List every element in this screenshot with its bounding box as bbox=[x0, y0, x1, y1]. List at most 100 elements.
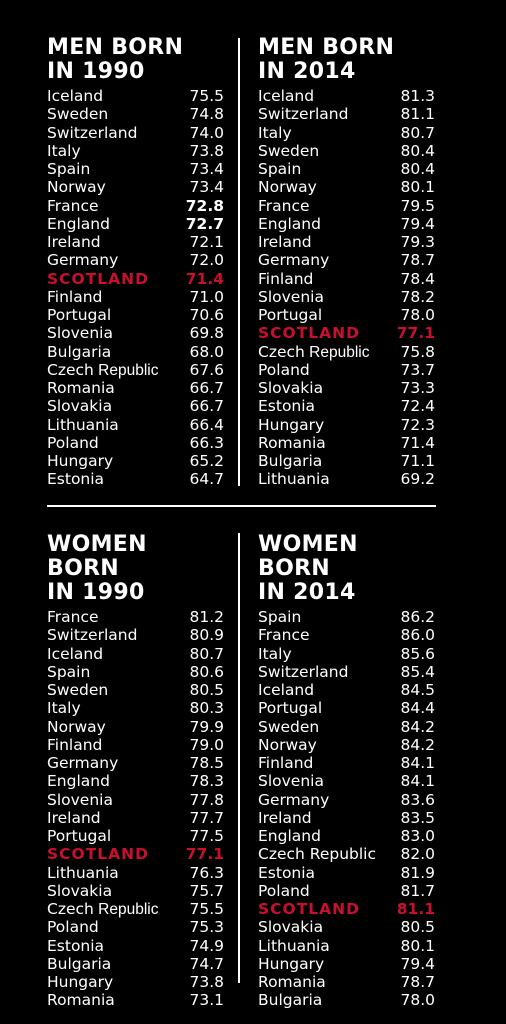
table-row: Spain 86.2 bbox=[258, 608, 435, 626]
country-label: Iceland bbox=[258, 681, 315, 699]
country-label: SCOTLAND bbox=[47, 269, 149, 288]
table-row: Italy 85.6 bbox=[258, 645, 435, 663]
country-label: Poland bbox=[47, 918, 99, 937]
table-row: England 83.0 bbox=[258, 827, 435, 845]
country-name: Slovakia bbox=[258, 918, 323, 936]
country-label: England bbox=[258, 827, 321, 845]
country-label: Romania bbox=[258, 433, 326, 452]
country-label: France bbox=[258, 626, 310, 645]
country-label: Germany bbox=[47, 251, 119, 270]
country-label: Portugal bbox=[47, 827, 112, 845]
table-row: Bulgaria 78.0 bbox=[258, 991, 435, 1009]
table-row: Iceland 81.3 bbox=[258, 87, 435, 105]
country-name: Finland bbox=[47, 736, 102, 754]
country-name: Sweden bbox=[47, 681, 108, 699]
country-name: Estonia bbox=[258, 397, 315, 415]
country-label: England bbox=[47, 772, 110, 791]
life-expectancy-value: 81.7 bbox=[400, 881, 435, 900]
country-name: Finland bbox=[47, 288, 102, 306]
life-expectancy-value: 84.5 bbox=[400, 681, 435, 699]
life-expectancy-value: 79.5 bbox=[400, 196, 435, 215]
country-label: Spain bbox=[47, 662, 91, 681]
table-row: Finland 71.0 bbox=[47, 288, 224, 306]
table-row: Hungary 72.3 bbox=[258, 416, 435, 434]
country-label: Iceland bbox=[258, 87, 315, 105]
country-label: Czech Republic bbox=[258, 845, 377, 864]
table-row: Czech Republic 75.8 bbox=[258, 343, 435, 361]
divider-vertical-top bbox=[238, 38, 240, 486]
table-row: Italy 80.3 bbox=[47, 699, 224, 717]
country-name: Lithuania bbox=[258, 937, 330, 955]
life-expectancy-value: 79.9 bbox=[189, 717, 224, 736]
table-row: Slovenia 69.8 bbox=[47, 324, 224, 342]
table-row: Finland 78.4 bbox=[258, 270, 435, 288]
country-name: Estonia bbox=[258, 864, 315, 882]
table-row: Poland 81.7 bbox=[258, 882, 435, 900]
country-label: Lithuania bbox=[47, 863, 119, 882]
panel-women-1990: WOMEN BORN IN 1990 France 81.2 Switzerland 8… bbox=[47, 533, 224, 1010]
life-expectancy-value: 86.2 bbox=[400, 608, 435, 626]
table-row: Spain 73.4 bbox=[47, 160, 224, 178]
country-name: Lithuania bbox=[258, 470, 330, 488]
country-label: Finland bbox=[47, 287, 103, 306]
life-expectancy-value: 80.1 bbox=[400, 936, 435, 955]
life-expectancy-value: 74.7 bbox=[189, 954, 224, 973]
life-expectancy-value: 84.1 bbox=[400, 772, 435, 791]
country-label: Sweden bbox=[258, 717, 320, 736]
country-name: SCOTLAND bbox=[47, 270, 149, 288]
divider-vertical-bottom bbox=[238, 533, 240, 983]
life-expectancy-value: 83.0 bbox=[400, 827, 435, 845]
life-expectancy-value: 76.3 bbox=[189, 863, 224, 882]
life-expectancy-value: 80.3 bbox=[189, 699, 224, 718]
panel-men-2014: MEN BORN IN 2014 Iceland 81.3 Switzerland 81… bbox=[258, 36, 435, 489]
life-expectancy-value: 80.1 bbox=[400, 178, 435, 197]
country-name: SCOTLAND bbox=[258, 900, 360, 918]
country-label: Norway bbox=[47, 178, 106, 197]
life-expectancy-value: 80.5 bbox=[400, 918, 435, 937]
table-row: France 86.0 bbox=[258, 626, 435, 644]
life-expectancy-value: 80.4 bbox=[400, 160, 435, 178]
country-label: Romania bbox=[47, 379, 115, 397]
table-row: England 72.7 bbox=[47, 215, 224, 233]
table-row: Sweden 80.5 bbox=[47, 681, 224, 699]
country-label: Iceland bbox=[47, 87, 104, 105]
country-label: Spain bbox=[258, 160, 302, 178]
table-row: Slovakia 80.5 bbox=[258, 918, 435, 936]
country-name: Iceland bbox=[258, 87, 314, 105]
country-label-suffix: Republic bbox=[93, 361, 159, 379]
country-name: Poland bbox=[258, 361, 310, 379]
country-label: Finland bbox=[47, 735, 103, 754]
life-expectancy-value: 73.4 bbox=[189, 178, 224, 197]
table-title: MEN BORN IN 1990 bbox=[47, 35, 184, 84]
life-expectancy-value: 69.2 bbox=[400, 470, 435, 489]
country-label: Estonia bbox=[258, 397, 316, 416]
table-row: Poland 73.7 bbox=[258, 361, 435, 379]
country-label: Bulgaria bbox=[47, 342, 112, 361]
country-name: Iceland bbox=[47, 87, 103, 105]
life-expectancy-value: 79.3 bbox=[400, 233, 435, 251]
country-name: Poland bbox=[47, 918, 99, 936]
country-label: Slovenia bbox=[258, 287, 324, 306]
life-expectancy-value: 80.7 bbox=[189, 644, 224, 663]
country-label: Germany bbox=[47, 754, 119, 772]
country-name: England bbox=[47, 215, 110, 233]
life-expectancy-value: 81.3 bbox=[400, 87, 435, 105]
country-name: England bbox=[258, 215, 321, 233]
life-expectancy-value: 72.0 bbox=[189, 251, 224, 270]
table-row: England 79.4 bbox=[258, 215, 435, 233]
country-name: Switzerland bbox=[258, 663, 348, 681]
country-label: Spain bbox=[47, 160, 91, 178]
country-label: England bbox=[47, 214, 110, 233]
country-label: Spain bbox=[258, 608, 302, 626]
life-expectancy-value: 75.5 bbox=[189, 900, 224, 918]
life-expectancy-value: 85.6 bbox=[400, 644, 435, 663]
table-row: Poland 75.3 bbox=[47, 918, 224, 936]
country-name: Slovakia bbox=[47, 882, 112, 900]
table-row-highlight: SCOTLAND 71.4 bbox=[47, 270, 224, 288]
life-expectancy-value: 78.0 bbox=[400, 306, 435, 324]
country-label: Norway bbox=[47, 717, 106, 736]
life-expectancy-value: 72.7 bbox=[185, 214, 224, 233]
table-row: Bulgaria 68.0 bbox=[47, 343, 224, 361]
table-row: Norway 73.4 bbox=[47, 178, 224, 196]
table-row: Slovakia 73.3 bbox=[258, 379, 435, 397]
